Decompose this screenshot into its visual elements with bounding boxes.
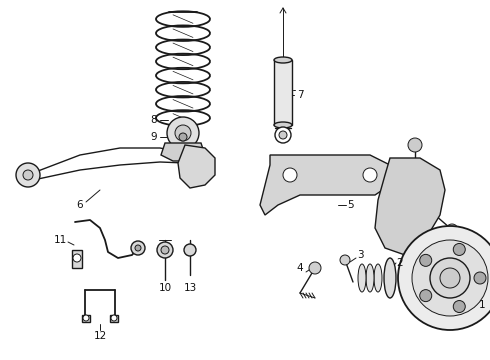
Circle shape — [309, 262, 321, 274]
Polygon shape — [178, 145, 215, 188]
Circle shape — [83, 315, 89, 321]
Text: 13: 13 — [183, 283, 196, 293]
Polygon shape — [110, 315, 118, 322]
Text: 6: 6 — [77, 200, 83, 210]
Text: 3: 3 — [357, 250, 363, 260]
Circle shape — [131, 241, 145, 255]
Ellipse shape — [384, 258, 396, 298]
Circle shape — [73, 254, 81, 262]
Circle shape — [16, 163, 40, 187]
Circle shape — [474, 272, 486, 284]
Circle shape — [408, 138, 422, 152]
Circle shape — [161, 246, 169, 254]
Circle shape — [363, 168, 377, 182]
Ellipse shape — [374, 264, 382, 292]
Circle shape — [453, 301, 465, 312]
Circle shape — [175, 125, 191, 141]
Circle shape — [179, 133, 187, 141]
Text: 11: 11 — [53, 235, 67, 245]
Circle shape — [420, 255, 432, 266]
Circle shape — [23, 170, 33, 180]
Circle shape — [453, 243, 465, 256]
Circle shape — [135, 245, 141, 251]
Circle shape — [340, 255, 350, 265]
Circle shape — [279, 131, 287, 139]
Circle shape — [275, 127, 291, 143]
Text: 12: 12 — [94, 331, 107, 341]
Circle shape — [167, 117, 199, 149]
Ellipse shape — [274, 122, 292, 128]
Text: 9: 9 — [151, 132, 157, 142]
Circle shape — [283, 168, 297, 182]
Text: 4: 4 — [296, 263, 303, 273]
Text: 2: 2 — [397, 258, 403, 268]
Circle shape — [440, 268, 460, 288]
Text: 10: 10 — [158, 283, 172, 293]
Text: 7: 7 — [296, 90, 303, 100]
Circle shape — [111, 315, 117, 321]
Ellipse shape — [366, 264, 374, 292]
Polygon shape — [161, 143, 205, 161]
Text: 8: 8 — [151, 115, 157, 125]
Polygon shape — [82, 315, 90, 322]
Circle shape — [412, 240, 488, 316]
Polygon shape — [375, 158, 445, 255]
Ellipse shape — [274, 57, 292, 63]
Text: 1: 1 — [479, 300, 485, 310]
Text: 5: 5 — [347, 200, 353, 210]
Circle shape — [398, 226, 490, 330]
Circle shape — [420, 290, 432, 302]
Polygon shape — [260, 155, 390, 215]
Circle shape — [430, 258, 470, 298]
Circle shape — [184, 244, 196, 256]
Circle shape — [446, 224, 458, 236]
Ellipse shape — [358, 264, 366, 292]
Circle shape — [157, 242, 173, 258]
Polygon shape — [274, 60, 292, 125]
Polygon shape — [72, 250, 82, 268]
